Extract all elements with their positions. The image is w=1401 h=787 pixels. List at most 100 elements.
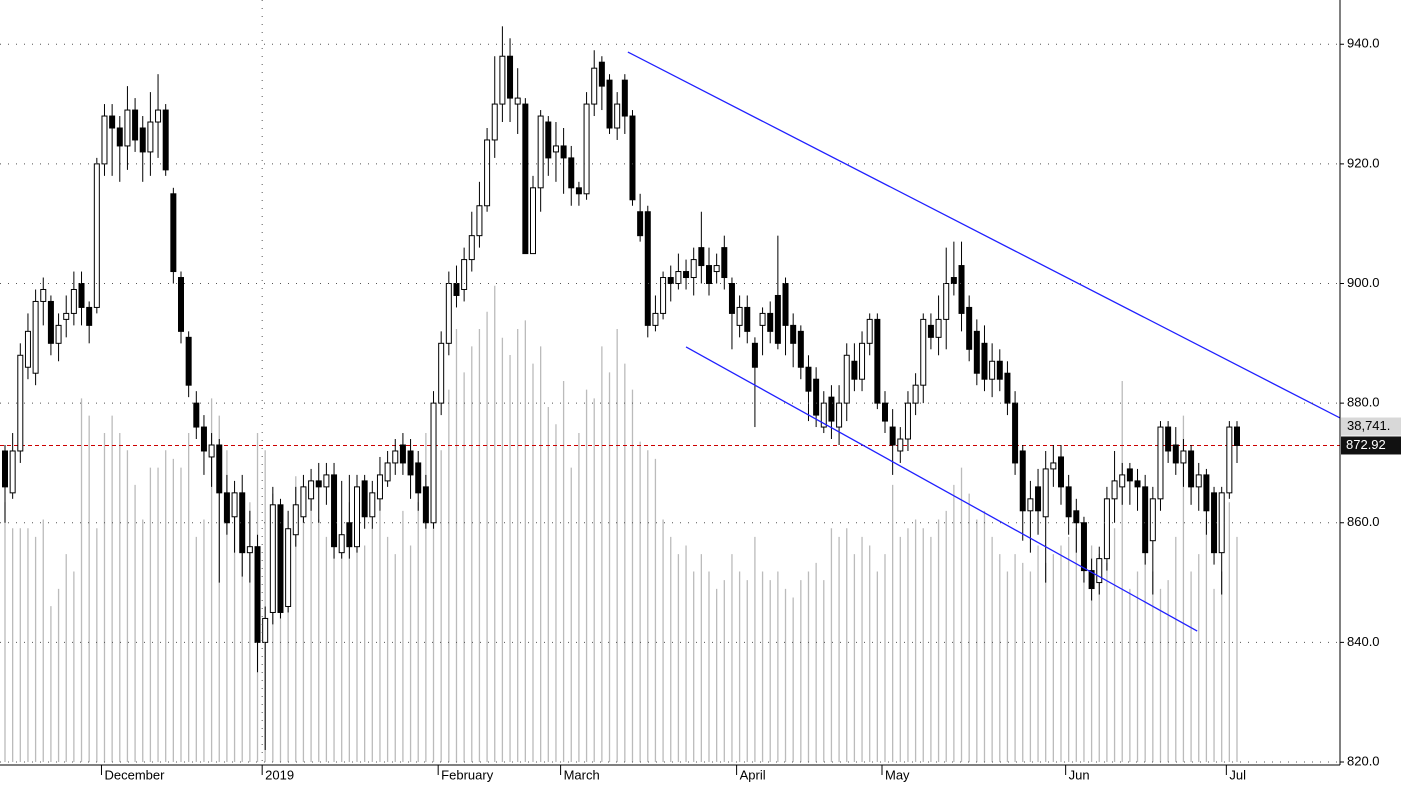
trendline [627, 51, 1340, 419]
candle-body [1103, 498, 1110, 560]
candle-body [453, 283, 460, 296]
candle-body [315, 480, 322, 488]
x-tick-label: Jul [1229, 767, 1246, 782]
candle-body [874, 318, 881, 404]
candle-body [797, 330, 804, 368]
candle-body [973, 330, 980, 374]
candle-body [86, 306, 93, 326]
candle-body [583, 103, 590, 195]
candle-body [491, 103, 498, 141]
candle-body [813, 378, 820, 416]
y-tick-label: 840.0 [1347, 634, 1380, 649]
candle-body [369, 492, 376, 518]
candle-body [629, 115, 636, 201]
candle-body [575, 187, 582, 195]
volume-label: 38,741. [1347, 418, 1390, 433]
candle-body [93, 163, 100, 308]
candle-body [1088, 570, 1095, 590]
candle-body [621, 79, 628, 117]
candle-body [713, 265, 720, 273]
y-tick-label: 820.0 [1347, 753, 1380, 768]
candle-body [606, 79, 613, 129]
candle-body [1080, 522, 1087, 572]
candle-body [155, 109, 162, 123]
candle-body [1058, 456, 1064, 488]
candle-body [468, 235, 475, 261]
candle-body [40, 288, 47, 302]
candle-body [882, 402, 888, 422]
candle-body [300, 486, 307, 518]
candle-body [239, 492, 246, 554]
candle-body [1035, 486, 1042, 512]
candle-body [1226, 426, 1233, 494]
candle-body [499, 55, 506, 105]
candle-body [859, 342, 866, 380]
candle-body [101, 115, 108, 165]
candle-body [223, 492, 230, 524]
candle-body [116, 127, 123, 147]
candle-body [308, 480, 315, 500]
candle-body [828, 396, 835, 422]
candle-body [461, 259, 468, 290]
x-tick-label: April [740, 767, 766, 782]
candle-body [698, 247, 705, 267]
candle-body [1012, 402, 1019, 464]
candle-body [912, 384, 919, 404]
candle-body [728, 283, 735, 314]
candle-body [200, 426, 207, 452]
candle-body [185, 336, 192, 386]
candle-body [1172, 444, 1179, 464]
candle-body [32, 300, 39, 374]
candle-body [683, 271, 690, 279]
candle-body [790, 324, 797, 344]
candle-body [958, 265, 965, 314]
candle-body [415, 462, 422, 494]
candle-body [530, 187, 536, 255]
candle-body [614, 103, 621, 129]
candle-body [147, 121, 154, 153]
candle-body [560, 145, 567, 159]
candle-body [246, 546, 253, 554]
volume-label-box [1341, 417, 1401, 436]
candle-body [178, 277, 184, 332]
candle-body [889, 426, 896, 446]
candle-body [1165, 426, 1172, 452]
candle-body [63, 312, 70, 320]
candle-body [598, 61, 605, 87]
candle-body [805, 366, 812, 392]
candle-body [667, 277, 674, 285]
y-tick-label: 860.0 [1347, 514, 1380, 529]
candle-body [1119, 474, 1126, 488]
candle-body [269, 504, 276, 613]
candle-body [721, 247, 728, 279]
candle-body [354, 486, 360, 548]
candle-body [231, 492, 238, 518]
candle-body [935, 318, 942, 338]
candle-body [1188, 450, 1195, 488]
candle-body [407, 450, 414, 476]
candle-body [751, 342, 758, 368]
candle-body [851, 360, 858, 380]
candle-body [507, 55, 514, 99]
candle-body [782, 283, 789, 326]
candle-body [438, 342, 445, 404]
candle-body [1050, 462, 1057, 470]
candle-body [1111, 480, 1118, 500]
candle-body [537, 115, 544, 189]
candle-body [943, 283, 950, 320]
candle-body [514, 97, 521, 105]
candle-body [981, 342, 988, 380]
candle-body [254, 546, 261, 643]
candle-body [1234, 426, 1240, 446]
candle-body [545, 121, 552, 159]
candle-body [78, 283, 85, 308]
candle-body [24, 330, 31, 368]
candle-body [1019, 450, 1026, 512]
candle-body [139, 127, 146, 153]
candle-body [162, 109, 169, 171]
candle-body [323, 474, 330, 488]
candle-body [376, 474, 383, 500]
price-label-box [1341, 436, 1401, 455]
candle-body [331, 474, 338, 548]
candle-body [277, 504, 284, 613]
